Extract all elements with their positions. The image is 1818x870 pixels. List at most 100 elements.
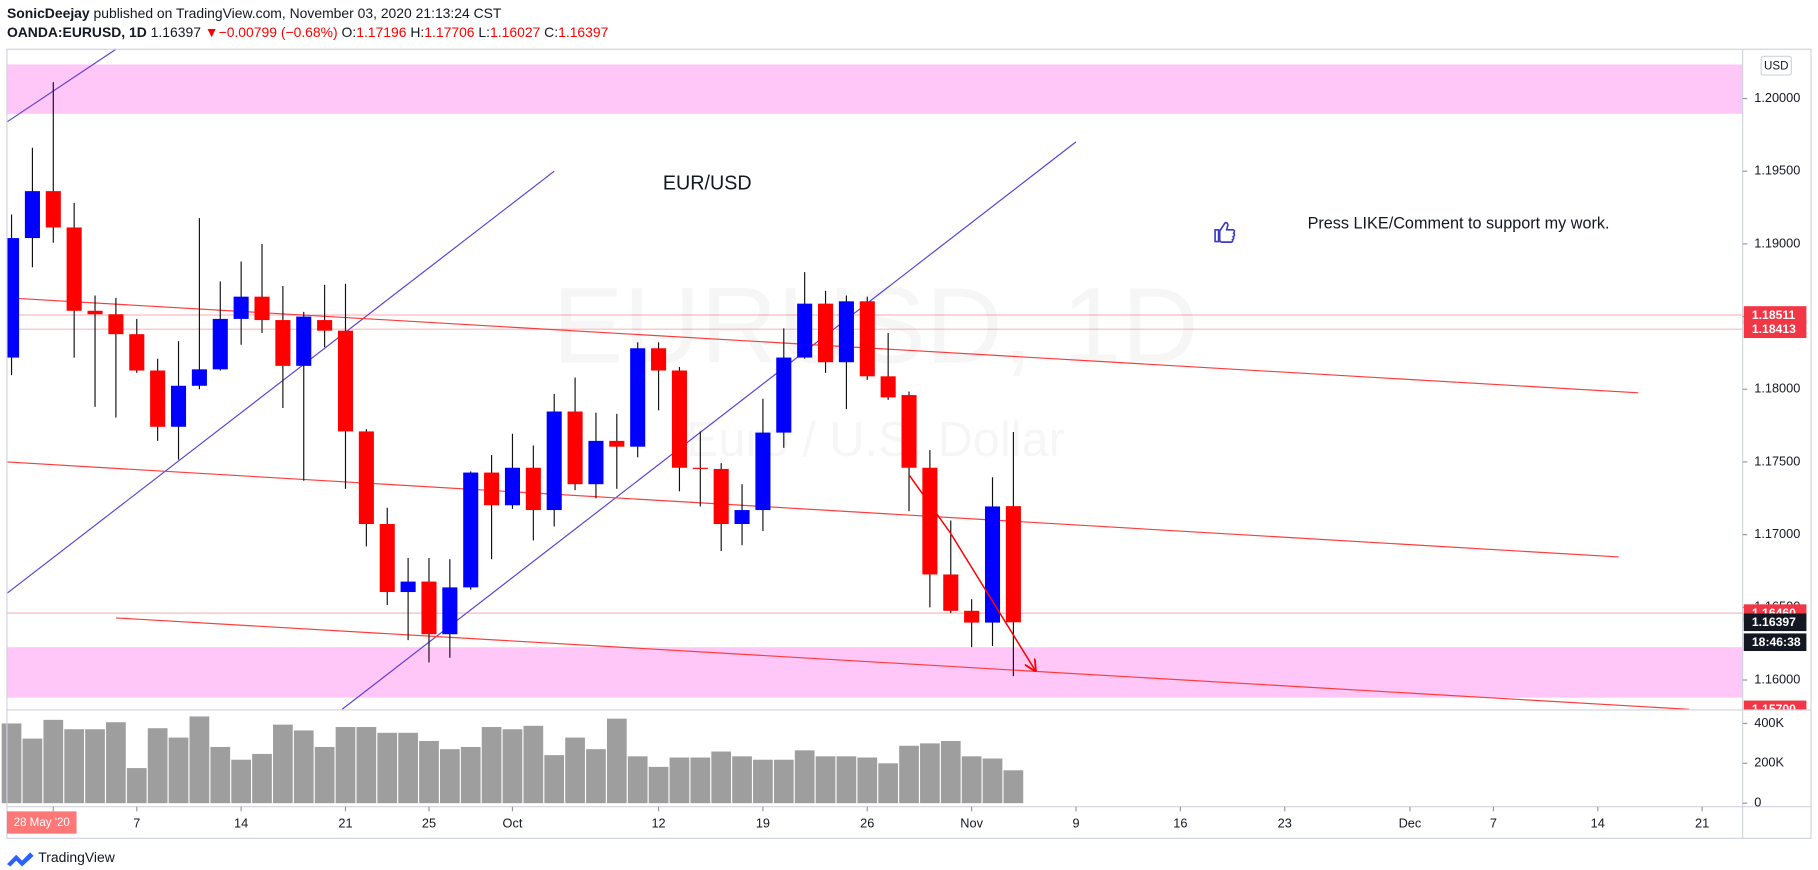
y-tick-label: 1.20000 — [1754, 90, 1800, 105]
candle-body — [504, 467, 521, 506]
candle-body — [609, 440, 625, 447]
x-tick-label: 23 — [1278, 816, 1292, 831]
volume-bar — [857, 757, 878, 804]
x-tick-label: 7 — [133, 816, 140, 831]
candle-body — [651, 348, 667, 371]
volume-bar — [732, 756, 752, 804]
volume-bar — [189, 716, 210, 804]
price-tag-box — [1743, 613, 1807, 632]
volume-bar — [899, 745, 919, 804]
candle-body — [379, 524, 395, 593]
x-tick-label: Oct — [503, 816, 523, 831]
volume-bar — [419, 740, 439, 804]
close-label: C: — [544, 23, 558, 39]
volume-bar — [356, 727, 377, 804]
volume-bar — [314, 746, 335, 804]
candle-body — [108, 314, 124, 335]
candle-body — [484, 472, 500, 506]
watermark-description: Euro / U.S. Dollar — [686, 413, 1065, 467]
candle-body — [546, 411, 562, 511]
volume-bar — [878, 763, 899, 804]
arrow — [908, 474, 1035, 671]
volume-bar — [815, 756, 836, 804]
volume-tick-label: 400K — [1754, 715, 1784, 730]
trend-line — [115, 617, 1690, 710]
volume-bar — [627, 756, 648, 804]
logo-mark — [6, 852, 34, 867]
y-tick-label: 1.16000 — [1754, 671, 1800, 686]
low-value: 1.16027 — [490, 23, 540, 39]
x-tick-label: 14 — [1591, 816, 1605, 831]
y-tick-label: 1.17500 — [1754, 453, 1800, 468]
change-arrow: ▼ — [205, 23, 219, 39]
volume-bar — [147, 728, 168, 804]
y-tick-label: 1.19000 — [1754, 235, 1800, 250]
chart-border — [6, 48, 1812, 839]
candle-body — [713, 468, 729, 525]
candle-body — [317, 320, 333, 331]
candle-body — [87, 310, 103, 315]
candle-body — [129, 334, 145, 371]
volume-bar — [106, 722, 126, 804]
volume-bar — [586, 749, 606, 804]
volume-bar — [940, 740, 961, 804]
volume-bar — [648, 766, 669, 804]
candle-body — [755, 432, 771, 511]
candle-body — [964, 610, 980, 623]
candle-body — [567, 411, 583, 485]
volume-bar — [669, 757, 690, 804]
watermark-symbol: EURUSD, 1D — [552, 265, 1198, 386]
candle-body — [797, 303, 813, 358]
volume-bar — [210, 746, 231, 804]
volume-bar — [85, 729, 105, 804]
arrow-drawing — [908, 474, 1035, 671]
price-tag-box — [1743, 633, 1807, 652]
symbol-line: OANDA:EURUSD, 1D 1.16397 ▼−0.00799 (−0.6… — [7, 23, 609, 39]
close-value: 1.16397 — [558, 23, 608, 39]
volume-bar — [773, 759, 794, 804]
channel-line — [6, 170, 555, 594]
candle-body — [818, 303, 834, 363]
publish-line: SonicDeejay published on TradingView.com… — [7, 5, 502, 21]
drawings — [6, 49, 1743, 710]
candle-body — [838, 301, 854, 363]
candle-body — [588, 440, 604, 485]
price-tag-box — [1743, 700, 1807, 710]
candle-body — [296, 316, 312, 366]
y-tick-label: 1.19500 — [1754, 163, 1800, 178]
x-tick-label: 21 — [1695, 816, 1709, 831]
volume-bar — [126, 768, 147, 804]
candle-body — [776, 357, 792, 433]
candle-body — [254, 296, 270, 321]
trend-line — [6, 461, 1619, 558]
price-tag-label: 1.18511 — [1752, 308, 1795, 322]
volume-bar — [961, 756, 982, 804]
candle-body — [45, 191, 61, 228]
x-tick-label: 7 — [1490, 816, 1497, 831]
thumbs-up-icon — [1214, 221, 1236, 243]
brand-logo — [6, 852, 34, 867]
volume-bar — [460, 746, 481, 804]
price-tag-label: 1.15700 — [1752, 702, 1796, 716]
last-price: 1.16397 — [151, 23, 201, 39]
published: published on TradingView.com, November 0… — [94, 5, 502, 21]
candle-body — [630, 348, 646, 447]
demand-zone — [6, 647, 1743, 698]
candle-body — [150, 370, 166, 427]
volume-bar — [523, 725, 544, 804]
x-tick-label: Nov — [960, 816, 983, 831]
candle-body — [66, 227, 82, 311]
volume-bar — [794, 750, 815, 804]
candle-body — [275, 320, 291, 366]
volume-bar — [43, 719, 64, 804]
candle-body — [191, 369, 207, 386]
y-tick-label: 1.18000 — [1754, 381, 1800, 396]
volume-tick-label: 200K — [1754, 755, 1784, 770]
volume-bar — [502, 729, 523, 804]
volume-bar — [690, 757, 711, 804]
candle-body — [421, 581, 437, 635]
y-tick-label: 1.17000 — [1754, 526, 1800, 541]
frame — [6, 48, 1812, 839]
channel-line — [341, 141, 1077, 710]
annotation: Press LIKE/Comment to support my work. — [1308, 214, 1610, 232]
